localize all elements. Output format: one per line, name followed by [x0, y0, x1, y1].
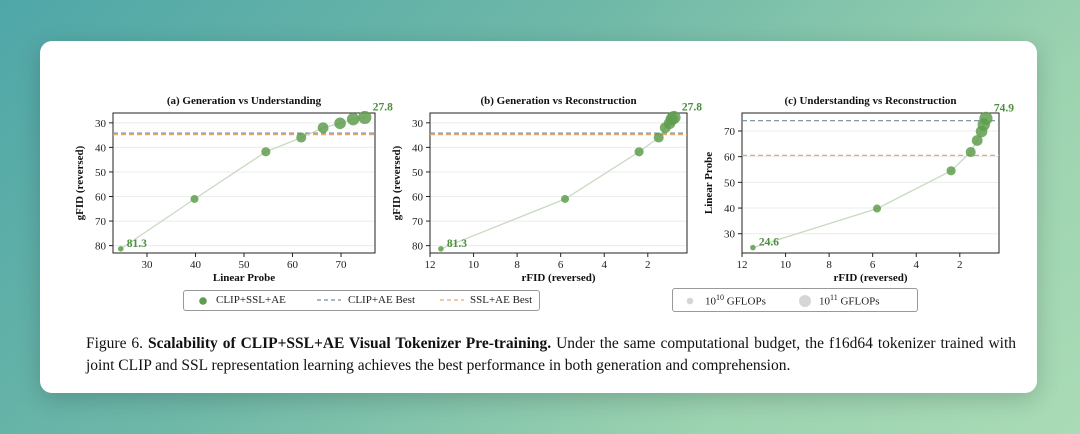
data-point: [965, 147, 976, 158]
legend-clip-best-label: CLIP+AE Best: [348, 294, 416, 306]
x-tick-label: 30: [141, 259, 153, 271]
legend-series-marker: [199, 297, 207, 305]
caption-body: Under the same computational budget, the…: [86, 335, 1016, 374]
data-point: [346, 112, 360, 126]
legend-ssl-best-label: SSL+AE Best: [470, 294, 533, 306]
plot-frame: [741, 112, 1000, 254]
y-axis-label: Linear Probe: [703, 152, 715, 214]
data-point: [634, 147, 644, 157]
data-point: [317, 122, 329, 134]
legend-large-gflops-marker: [799, 295, 811, 307]
data-point: [873, 204, 882, 213]
legend-series-label: CLIP+SSL+AE: [216, 294, 286, 306]
chart-title: (a) Generation vs Understanding: [167, 95, 322, 107]
x-tick-label: 4: [913, 259, 919, 271]
x-tick-label: 2: [645, 259, 651, 271]
y-tick-label: 30: [95, 118, 107, 130]
x-axis-label: rFID (reversed): [833, 272, 907, 284]
data-point: [296, 132, 307, 143]
plot-frame: [429, 112, 688, 254]
x-tick-label: 6: [558, 259, 564, 271]
x-tick-label: 10: [780, 259, 792, 271]
y-axis-label: gFID (reversed): [74, 145, 86, 220]
data-point: [750, 244, 756, 251]
y-tick-label: 80: [95, 241, 107, 253]
series-line: [752, 118, 987, 249]
figure-card: (a) Generation vs Understanding 30 40 50 60 7…: [40, 41, 1037, 393]
data-point: [334, 117, 346, 130]
x-tick-label: 6: [870, 259, 876, 271]
legend-compute: 1010 GFLOPs 1011 GFLOPs: [672, 288, 918, 312]
chart-panel-2: (b) Generation vs Reconstruction 12 10 8 6 4 2…: [391, 95, 702, 284]
x-tick-label: 8: [514, 259, 520, 271]
y-tick-label: 30: [412, 118, 424, 130]
y-tick-label: 30: [724, 229, 736, 241]
legend-clip-best-marker: [317, 299, 341, 301]
x-tick-label: 12: [737, 259, 748, 271]
data-point: [979, 111, 993, 125]
data-label: 24.6: [759, 237, 779, 249]
y-tick-label: 40: [95, 142, 107, 154]
series-line: [120, 116, 365, 250]
data-point: [358, 110, 372, 125]
x-tick-label: 2: [957, 259, 963, 271]
plot-frame: [112, 112, 376, 254]
data-label: 74.9: [994, 102, 1014, 114]
x-tick-label: 4: [601, 259, 607, 271]
figure-caption: Figure 6. Scalability of CLIP+SSL+AE Vis…: [86, 333, 1016, 377]
x-tick-label: 10: [468, 259, 480, 271]
data-label: 81.3: [127, 238, 147, 250]
y-tick-label: 70: [412, 216, 424, 228]
y-tick-label: 60: [724, 152, 736, 164]
data-point: [117, 246, 124, 252]
y-tick-label: 50: [724, 177, 736, 189]
y-tick-label: 40: [412, 142, 424, 154]
x-tick-label: 12: [425, 259, 436, 271]
x-tick-label: 40: [190, 259, 202, 271]
x-tick-label: 50: [239, 259, 251, 271]
data-label: 27.8: [682, 101, 702, 113]
y-tick-label: 80: [412, 241, 424, 253]
x-tick-label: 8: [826, 259, 832, 271]
y-tick-label: 50: [95, 167, 107, 179]
caption-title: Scalability of CLIP+SSL+AE Visual Tokeni…: [148, 335, 552, 352]
legend-large-gflops-label: 1011 GFLOPs: [819, 293, 880, 308]
data-point: [946, 166, 956, 176]
data-point: [667, 110, 681, 125]
data-point: [971, 135, 983, 146]
y-tick-label: 60: [95, 192, 107, 204]
chart-title: (b) Generation vs Reconstruction: [480, 95, 636, 107]
legend-series: CLIP+SSL+AE CLIP+AE Best SSL+AE Best: [183, 290, 540, 311]
chart-title: (c) Understanding vs Reconstruction: [784, 95, 956, 107]
x-tick-label: 70: [336, 259, 348, 271]
data-point: [190, 194, 199, 203]
series-line: [440, 116, 675, 250]
y-tick-label: 60: [412, 192, 424, 204]
x-tick-label: 60: [287, 259, 299, 271]
y-tick-label: 70: [724, 126, 736, 138]
y-tick-label: 40: [724, 203, 736, 215]
y-tick-label: 50: [412, 167, 424, 179]
legend-small-gflops-marker: [686, 297, 694, 305]
y-tick-label: 70: [95, 216, 107, 228]
chart-panel-3: (c) Understanding vs Reconstruction 12 10 8…: [703, 95, 1014, 284]
data-label: 81.3: [447, 238, 467, 250]
figure-svg: (a) Generation vs Understanding 30 40 50 60 7…: [74, 95, 1014, 284]
x-axis-label: rFID (reversed): [521, 272, 595, 284]
chart-panel-1: (a) Generation vs Understanding 30 40 50 60 7…: [74, 95, 393, 284]
data-point: [653, 132, 664, 143]
data-point: [261, 147, 271, 157]
figure-label: Figure 6.: [86, 335, 144, 352]
data-point: [438, 246, 444, 252]
data-point: [561, 194, 570, 203]
x-axis-label: Linear Probe: [213, 272, 275, 284]
legend-small-gflops-label: 1010 GFLOPs: [705, 293, 766, 308]
data-label: 27.8: [373, 101, 393, 113]
legend-ssl-best-marker: [440, 299, 464, 301]
y-axis-label: gFID (reversed): [391, 145, 403, 220]
